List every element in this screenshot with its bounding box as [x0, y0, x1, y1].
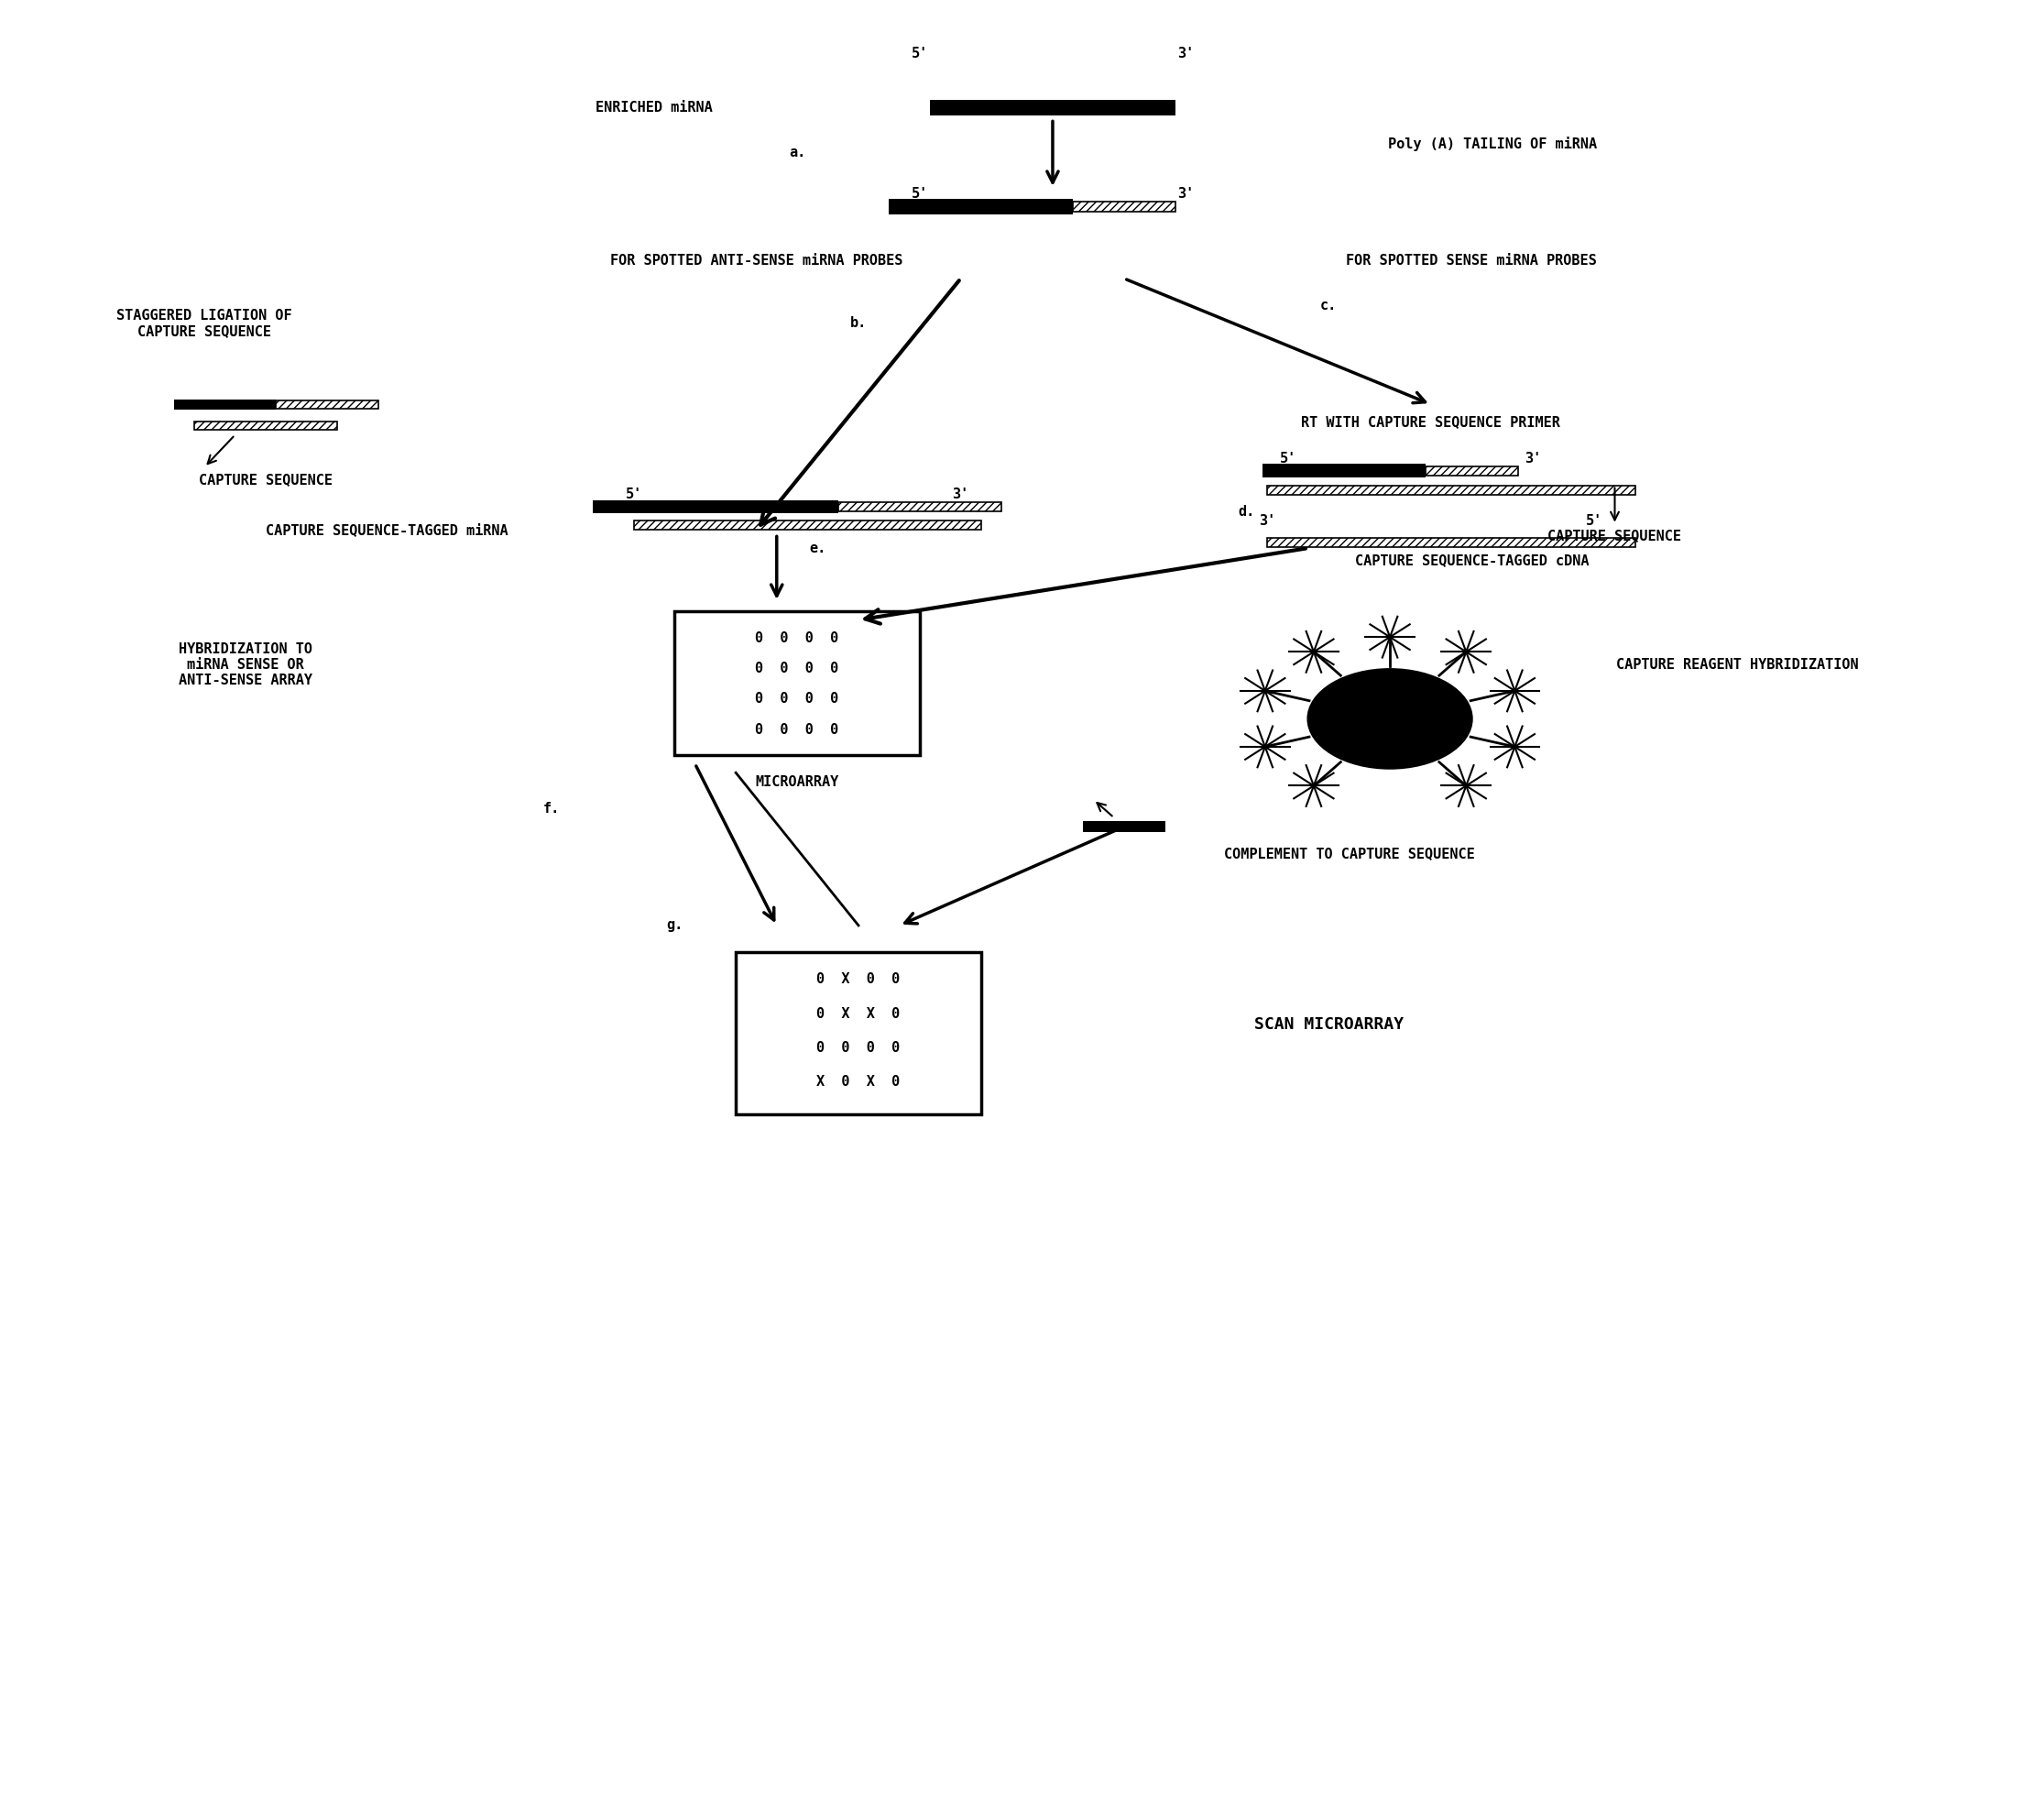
Text: FOR SPOTTED SENSE miRNA PROBES: FOR SPOTTED SENSE miRNA PROBES [1347, 253, 1596, 268]
Bar [930, 101, 1175, 115]
Bar [593, 500, 838, 514]
Text: b.: b. [850, 316, 867, 331]
Bar [174, 399, 276, 410]
Bar [1083, 821, 1165, 832]
Text: 5': 5' [912, 47, 928, 61]
Bar [1263, 464, 1427, 478]
Text: 5': 5' [625, 487, 642, 501]
Bar [1267, 485, 1635, 494]
Text: MICROARRAY: MICROARRAY [756, 775, 838, 789]
Text: 0  0  0  0: 0 0 0 0 [818, 1040, 899, 1055]
Text: CAPTURE SEQUENCE-TAGGED miRNA: CAPTURE SEQUENCE-TAGGED miRNA [266, 523, 509, 537]
Text: 5': 5' [1586, 514, 1602, 528]
Text: ENRICHED miRNA: ENRICHED miRNA [595, 101, 713, 115]
Text: 0  X  0  0: 0 X 0 0 [818, 972, 899, 987]
Bar [889, 199, 1073, 214]
Text: SCAN MICROARRAY: SCAN MICROARRAY [1253, 1015, 1404, 1033]
Text: g.: g. [666, 918, 683, 933]
Text: 3': 3' [1259, 514, 1275, 528]
Text: 5': 5' [912, 187, 928, 201]
Text: e.: e. [809, 541, 826, 555]
Text: COMPLEMENT TO CAPTURE SEQUENCE: COMPLEMENT TO CAPTURE SEQUENCE [1224, 846, 1474, 861]
Text: HYBRIDIZATION TO
miRNA SENSE OR
ANTI-SENSE ARRAY: HYBRIDIZATION TO miRNA SENSE OR ANTI-SEN… [178, 642, 313, 688]
Text: 0  0  0  0: 0 0 0 0 [756, 661, 838, 676]
Bar [1427, 465, 1517, 474]
Bar [1073, 201, 1175, 212]
Bar [1267, 539, 1635, 546]
Text: c.: c. [1320, 298, 1337, 313]
Text: X  0  X  0: X 0 X 0 [818, 1075, 899, 1089]
Text: 0  0  0  0: 0 0 0 0 [756, 631, 838, 645]
Text: RT WITH CAPTURE SEQUENCE PRIMER: RT WITH CAPTURE SEQUENCE PRIMER [1302, 415, 1560, 429]
Bar [736, 952, 981, 1114]
Text: 3': 3' [1525, 451, 1541, 465]
Text: 3': 3' [953, 487, 969, 501]
Text: Poly (A) TAILING OF miRNA: Poly (A) TAILING OF miRNA [1388, 137, 1596, 151]
Text: 0  0  0  0: 0 0 0 0 [756, 692, 838, 706]
Ellipse shape [1308, 670, 1472, 769]
Text: 0  0  0  0: 0 0 0 0 [756, 722, 838, 737]
Text: d.: d. [1239, 505, 1255, 519]
Bar [838, 501, 1002, 510]
Text: 5': 5' [1280, 451, 1296, 465]
Text: CAPTURE SEQUENCE: CAPTURE SEQUENCE [1547, 528, 1682, 543]
Text: CAPTURE SEQUENCE: CAPTURE SEQUENCE [198, 473, 333, 487]
Bar [194, 422, 337, 429]
Bar [276, 401, 378, 408]
Text: STAGGERED LIGATION OF
CAPTURE SEQUENCE: STAGGERED LIGATION OF CAPTURE SEQUENCE [117, 309, 292, 338]
Text: FOR SPOTTED ANTI-SENSE miRNA PROBES: FOR SPOTTED ANTI-SENSE miRNA PROBES [609, 253, 903, 268]
Text: CAPTURE REAGENT HYBRIDIZATION: CAPTURE REAGENT HYBRIDIZATION [1617, 658, 1858, 672]
Bar [675, 611, 920, 755]
Text: 3': 3' [1177, 187, 1194, 201]
Text: 3': 3' [1177, 47, 1194, 61]
Text: 0  X  X  0: 0 X X 0 [818, 1006, 899, 1021]
Text: a.: a. [789, 146, 805, 160]
Text: CAPTURE SEQUENCE-TAGGED cDNA: CAPTURE SEQUENCE-TAGGED cDNA [1355, 553, 1588, 568]
Bar [634, 521, 981, 528]
Text: f.: f. [544, 801, 560, 816]
